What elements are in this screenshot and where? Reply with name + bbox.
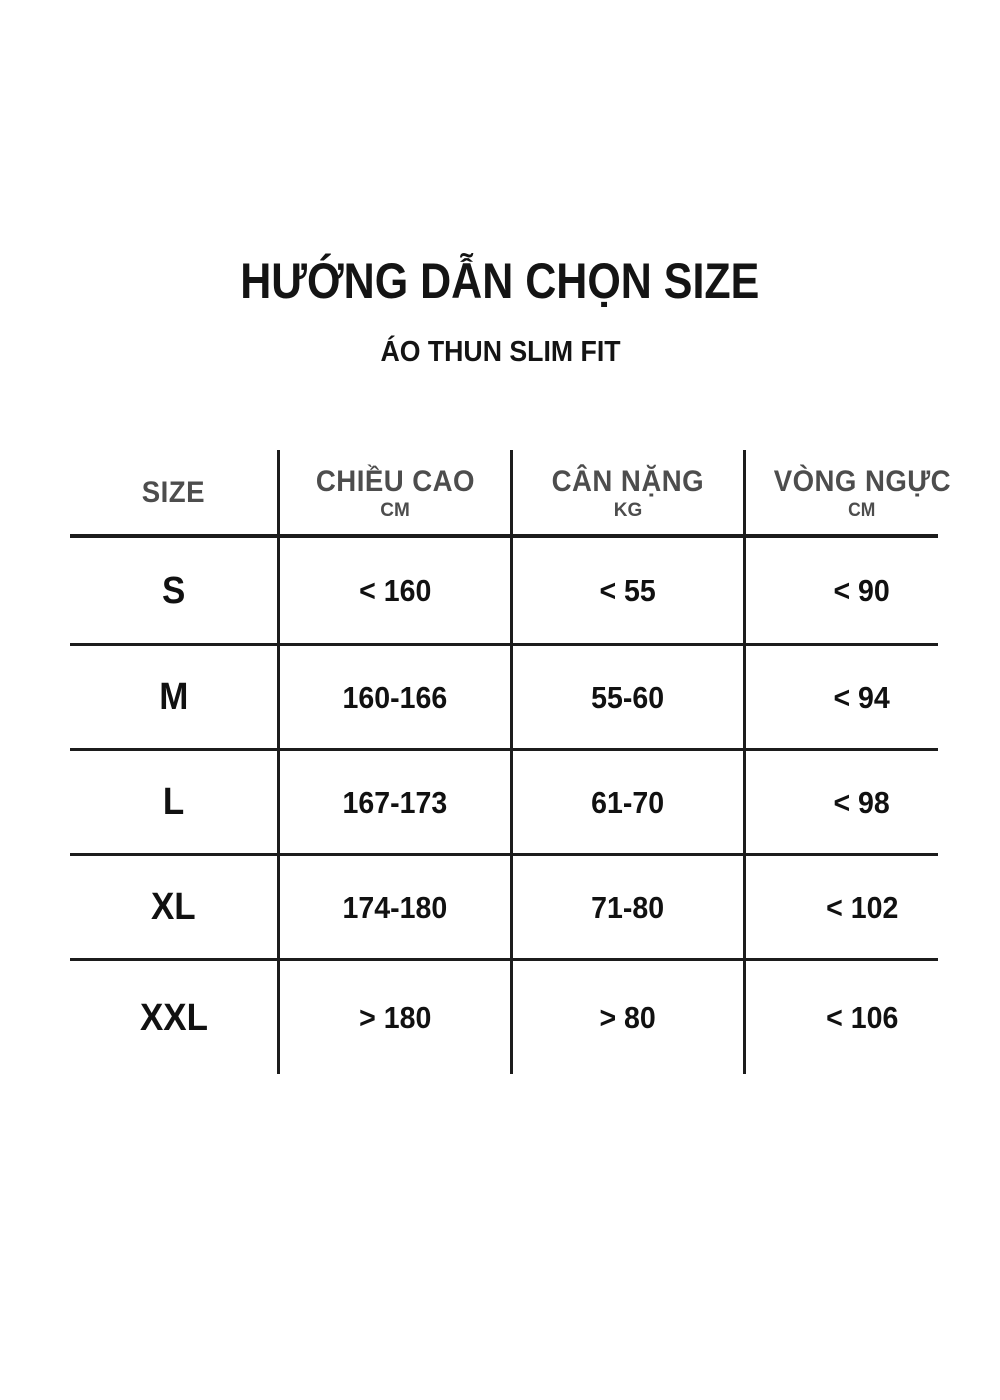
height-value: > 180 xyxy=(358,1000,432,1035)
cell-size: S xyxy=(70,538,277,643)
size-value: M xyxy=(158,676,189,718)
chest-value: < 102 xyxy=(825,889,899,925)
page-subtitle: ÁO THUN SLIM FIT xyxy=(0,336,1000,369)
cell-chest: < 102 xyxy=(743,856,938,958)
header-height-label: CHIỀU CAO xyxy=(315,464,475,498)
table-row-xl: XL 174-180 71-80 < 102 xyxy=(70,853,938,958)
height-value: 160-166 xyxy=(342,679,448,715)
cell-height: 160-166 xyxy=(277,646,510,748)
table-header-row: SIZE CHIỀU CAO CM CÂN NẶNG KG VÒNG NGỰC … xyxy=(70,450,950,538)
cell-chest: < 98 xyxy=(743,751,938,853)
header-weight-unit: KG xyxy=(613,499,643,521)
chest-value: < 94 xyxy=(833,679,891,715)
header-chest-label: VÒNG NGỰC xyxy=(773,464,951,498)
weight-value: 71-80 xyxy=(591,889,665,925)
header-cell-weight: CÂN NẶNG KG xyxy=(510,450,743,534)
weight-value: < 55 xyxy=(599,573,657,608)
header-cell-height: CHIỀU CAO CM xyxy=(277,450,510,534)
height-value: 174-180 xyxy=(342,889,448,925)
cell-size: L xyxy=(70,751,277,853)
weight-value: 61-70 xyxy=(591,784,665,820)
cell-size: XL xyxy=(70,856,277,958)
page-subtitle-text: ÁO THUN SLIM FIT xyxy=(379,336,621,368)
header-cell-chest: VÒNG NGỰC CM xyxy=(743,450,950,534)
size-value: XXL xyxy=(139,996,208,1039)
table-row-m: M 160-166 55-60 < 94 xyxy=(70,643,938,748)
cell-weight: 55-60 xyxy=(510,646,743,748)
cell-weight: < 55 xyxy=(510,538,743,643)
cell-chest: < 106 xyxy=(743,961,938,1074)
cell-weight: > 80 xyxy=(510,961,743,1074)
cell-height: 167-173 xyxy=(277,751,510,853)
weight-value: > 80 xyxy=(599,1000,657,1035)
chest-value: < 106 xyxy=(825,1000,899,1035)
header-chest-unit: CM xyxy=(848,499,876,521)
page-title: HƯỚNG DẪN CHỌN SIZE xyxy=(0,252,1000,310)
size-guide-table: SIZE CHIỀU CAO CM CÂN NẶNG KG VÒNG NGỰC … xyxy=(70,450,950,1074)
height-value: 167-173 xyxy=(342,784,448,820)
cell-size: XXL xyxy=(70,961,277,1074)
table-row-xxl: XXL > 180 > 80 < 106 xyxy=(70,958,938,1074)
size-value: L xyxy=(162,781,185,823)
size-value: XL xyxy=(151,886,196,928)
height-value: < 160 xyxy=(358,573,432,608)
header-cell-size: SIZE xyxy=(70,450,277,534)
cell-size: M xyxy=(70,646,277,748)
header-weight-label: CÂN NẶNG xyxy=(551,464,705,498)
cell-weight: 61-70 xyxy=(510,751,743,853)
cell-chest: < 94 xyxy=(743,646,938,748)
table-row-s: S < 160 < 55 < 90 xyxy=(70,538,938,643)
table-row-l: L 167-173 61-70 < 98 xyxy=(70,748,938,853)
cell-height: 174-180 xyxy=(277,856,510,958)
cell-weight: 71-80 xyxy=(510,856,743,958)
weight-value: 55-60 xyxy=(591,679,665,715)
chest-value: < 90 xyxy=(833,573,891,608)
cell-chest: < 90 xyxy=(743,538,938,643)
header-size-label: SIZE xyxy=(141,475,206,509)
size-value: S xyxy=(161,569,186,612)
cell-height: < 160 xyxy=(277,538,510,643)
page-title-text: HƯỚNG DẪN CHỌN SIZE xyxy=(240,253,760,309)
chest-value: < 98 xyxy=(833,784,891,820)
header-height-unit: CM xyxy=(380,499,410,521)
cell-height: > 180 xyxy=(277,961,510,1074)
